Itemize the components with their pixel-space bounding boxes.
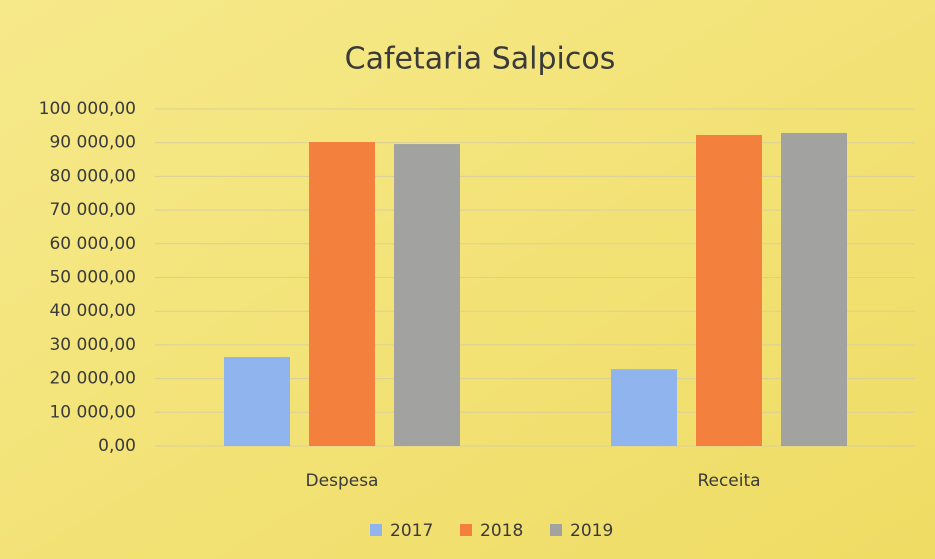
bar [611,369,677,446]
legend-label: 2017 [390,521,433,541]
y-tick-label: 70 000,00 [49,200,136,220]
y-tick-label: 30 000,00 [49,335,136,355]
y-tick-label: 40 000,00 [49,301,136,321]
chart-title: Cafetaria Salpicos [345,42,616,77]
y-tick-label: 90 000,00 [49,133,136,153]
y-tick-label: 100 000,00 [39,99,136,119]
bar [309,142,375,446]
y-tick-label: 20 000,00 [49,369,136,389]
x-tick-label: Receita [697,471,760,491]
legend-swatch [370,524,382,536]
y-tick-label: 60 000,00 [49,234,136,254]
bar [394,144,460,446]
legend-swatch [460,524,472,536]
bar [224,357,290,446]
x-tick-label: Despesa [306,471,379,491]
y-tick-label: 50 000,00 [49,268,136,288]
y-tick-label: 10 000,00 [49,402,136,422]
bar [781,132,847,446]
legend-label: 2018 [480,521,523,541]
y-tick-label: 80 000,00 [49,166,136,186]
y-tick-label: 0,00 [98,436,136,456]
legend-label: 2019 [570,521,613,541]
bar [696,134,762,446]
legend-swatch [550,524,562,536]
